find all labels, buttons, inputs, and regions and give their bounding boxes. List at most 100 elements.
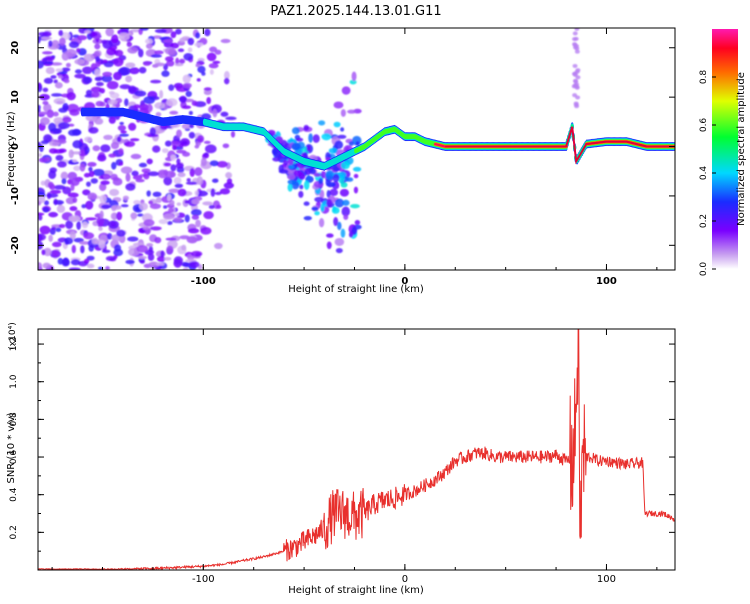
heatmap-speckle bbox=[74, 73, 86, 79]
heatmap-speckle bbox=[195, 219, 201, 228]
heatmap-fan-blob bbox=[334, 237, 345, 246]
heatmap-speckle bbox=[111, 34, 119, 44]
heatmap-speckle bbox=[183, 52, 194, 61]
heatmap-fan-blob bbox=[335, 247, 343, 254]
heatmap-speckle bbox=[166, 60, 175, 67]
heatmap-fan-blob bbox=[354, 219, 361, 225]
heatmap-fan-blob bbox=[318, 217, 325, 228]
heatmap-fan-blob bbox=[351, 71, 357, 82]
heatmap-speckle bbox=[106, 47, 117, 56]
heatmap-speckle bbox=[98, 226, 103, 231]
heatmap-speckle bbox=[125, 62, 136, 68]
heatmap-speckle bbox=[125, 75, 133, 83]
heatmap-speckle bbox=[83, 53, 95, 62]
heatmap-fan-blob bbox=[340, 182, 348, 188]
heatmap-speckle bbox=[82, 66, 93, 75]
heatmap-speckle bbox=[68, 149, 74, 159]
heatmap-fan-blob bbox=[349, 79, 357, 85]
heatmap-speckle bbox=[38, 233, 43, 243]
heatmap-speckle bbox=[147, 171, 160, 177]
heatmap-speckle bbox=[220, 38, 231, 44]
heatmap-speckle bbox=[68, 267, 81, 270]
heatmap-speckle bbox=[203, 87, 212, 91]
heatmap-speckle bbox=[66, 91, 76, 101]
heatmap-speckle bbox=[72, 159, 78, 163]
heatmap-fan-blob bbox=[351, 226, 358, 236]
snr-xtick-label: 0 bbox=[402, 574, 408, 585]
heatmap-fan-blob bbox=[287, 179, 296, 185]
snr-ytick-label: 0.4 bbox=[9, 487, 19, 502]
heatmap-speckle bbox=[86, 263, 95, 269]
heatmap-fan-blob bbox=[318, 178, 324, 185]
heatmap-speckle bbox=[194, 167, 203, 177]
heatmap-speckle bbox=[38, 104, 41, 110]
heatmap-speckle bbox=[135, 178, 145, 183]
heatmap-speckle bbox=[59, 37, 66, 46]
snr-xlabel: Height of straight line (km) bbox=[288, 585, 424, 596]
heatmap-speckle bbox=[178, 143, 184, 148]
heatmap-speckle bbox=[106, 233, 113, 240]
heatmap-speckle bbox=[163, 205, 168, 209]
snr-ticks: -100 0 100 0.2 0.4 0.6 0.8 1.0 1.2 bbox=[9, 329, 675, 585]
heatmap-speckle bbox=[173, 176, 182, 185]
heatmap-fan-blob bbox=[348, 231, 354, 238]
heatmap-speckle bbox=[177, 48, 185, 53]
heatmap-speckle bbox=[94, 118, 104, 125]
heatmap-speckle bbox=[127, 46, 138, 54]
heatmap-speckle bbox=[114, 49, 124, 57]
heatmap-speckle bbox=[79, 163, 86, 172]
heatmap-speckle bbox=[572, 78, 578, 83]
heatmap-speckle bbox=[76, 221, 82, 230]
heatmap-speckle bbox=[62, 257, 70, 266]
heatmap-speckle bbox=[119, 133, 130, 137]
heatmap-speckle bbox=[180, 261, 190, 267]
heatmap-speckle bbox=[88, 170, 95, 178]
heatmap-speckle bbox=[38, 111, 49, 116]
heatmap-fan-blob bbox=[278, 169, 289, 174]
heatmap-speckle bbox=[131, 170, 139, 177]
heatmap-fan-blob bbox=[328, 147, 338, 154]
heatmap-speckle bbox=[58, 148, 67, 153]
heatmap-speckle bbox=[224, 77, 230, 85]
heatmap-speckle bbox=[154, 50, 164, 55]
heatmap-speckle bbox=[108, 116, 116, 124]
heatmap-spectral-blobs bbox=[38, 28, 675, 270]
heatmap-speckle bbox=[73, 165, 81, 171]
heatmap-speckle bbox=[182, 82, 192, 89]
heatmap-speckle bbox=[92, 145, 101, 152]
heatmap-speckle bbox=[40, 180, 46, 186]
heatmap-track bbox=[80, 107, 675, 171]
heatmap-speckle bbox=[573, 43, 579, 48]
heatmap-speckle bbox=[174, 63, 184, 67]
heatmap-fan-blob bbox=[303, 180, 310, 190]
heatmap-fan-blob bbox=[340, 109, 346, 117]
heatmap-speckle bbox=[58, 75, 63, 79]
heatmap-speckle bbox=[50, 75, 57, 79]
heatmap-speckle bbox=[175, 28, 182, 35]
snr-scale-label: (x10⁴) bbox=[8, 322, 18, 349]
heatmap-speckle bbox=[142, 226, 150, 230]
heatmap-fan-blob bbox=[341, 86, 351, 95]
heatmap-speckle bbox=[181, 244, 187, 251]
heatmap-speckle bbox=[118, 161, 124, 166]
heatmap-fan-blob bbox=[308, 133, 313, 143]
heatmap-speckle bbox=[96, 217, 105, 226]
heatmap-speckle bbox=[55, 68, 63, 73]
heatmap-speckle bbox=[103, 174, 111, 180]
heatmap-speckle bbox=[42, 31, 52, 37]
heatmap-speckle bbox=[176, 158, 181, 165]
heatmap-speckle bbox=[62, 105, 69, 111]
heatmap-speckle bbox=[71, 244, 76, 254]
heatmap-speckle bbox=[58, 30, 64, 37]
heatmap-speckle bbox=[149, 127, 156, 137]
heatmap-speckle bbox=[100, 180, 110, 185]
heatmap-speckle bbox=[143, 171, 150, 180]
heatmap-speckle bbox=[179, 95, 187, 104]
heatmap-speckle bbox=[86, 181, 91, 187]
heatmap-speckle bbox=[176, 202, 182, 206]
heatmap-speckle bbox=[80, 245, 85, 254]
heatmap-speckle bbox=[157, 169, 168, 179]
heatmap-speckle bbox=[83, 150, 89, 155]
heatmap-speckle bbox=[214, 242, 223, 250]
heatmap-speckle bbox=[154, 62, 166, 67]
